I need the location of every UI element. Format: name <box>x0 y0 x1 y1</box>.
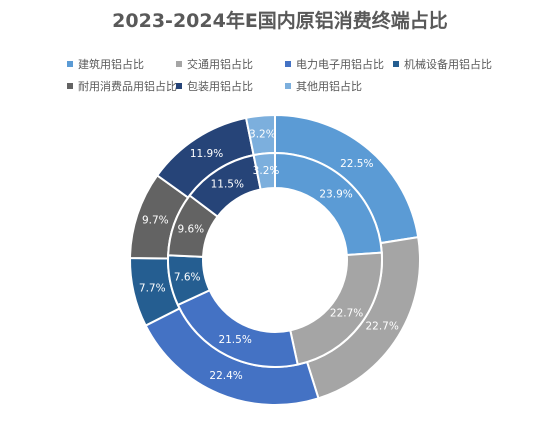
legend-swatch <box>285 83 291 89</box>
legend-item-durable-goods: 耐用消费品用铝占比 <box>67 78 177 94</box>
inner-ring-data-label-6: 3.2% <box>253 165 280 177</box>
legend-label: 交通用铝占比 <box>187 58 253 71</box>
legend: 建筑用铝占比 交通用铝占比 电力电子用铝占比 机械设备用铝占比 耐用消费品用铝占… <box>0 0 560 100</box>
inner-ring-data-label-5: 11.5% <box>211 178 244 190</box>
legend-label: 耐用消费品用铝占比 <box>78 80 177 93</box>
legend-swatch <box>67 61 73 67</box>
legend-label: 电力电子用铝占比 <box>296 58 384 71</box>
inner-ring-slice-6 <box>252 151 276 191</box>
inner-ring-data-label-1: 22.7% <box>330 308 363 320</box>
legend-item-power-electronics: 电力电子用铝占比 <box>285 56 384 72</box>
legend-item-construction: 建筑用铝占比 <box>67 56 144 72</box>
legend-swatch <box>393 61 399 67</box>
legend-label: 包装用铝占比 <box>187 80 253 93</box>
inner-ring-data-label-3: 7.6% <box>174 271 201 283</box>
outer-ring-data-label-5: 11.9% <box>190 148 223 160</box>
legend-label: 机械设备用铝占比 <box>404 58 492 71</box>
outer-ring-data-label-0: 22.5% <box>340 158 373 170</box>
outer-ring-data-label-6: 3.2% <box>249 129 276 141</box>
outer-ring-data-label-1: 22.7% <box>365 320 398 332</box>
legend-item-other: 其他用铝占比 <box>285 78 362 94</box>
legend-swatch <box>67 83 73 89</box>
inner-ring-data-label-0: 23.9% <box>319 189 352 201</box>
legend-label: 其他用铝占比 <box>296 80 362 93</box>
outer-ring-data-label-2: 22.4% <box>209 370 242 382</box>
chart-title: 2023-2024年E国内原铝消费终端占比 <box>112 10 448 32</box>
legend-item-machinery: 机械设备用铝占比 <box>393 56 492 72</box>
legend-swatch <box>176 83 182 89</box>
legend-swatch <box>176 61 182 67</box>
outer-ring-data-label-4: 9.7% <box>142 215 169 227</box>
legend-item-transport: 交通用铝占比 <box>176 56 253 72</box>
outer-ring-data-label-3: 7.7% <box>139 282 166 294</box>
legend-label: 建筑用铝占比 <box>78 58 144 71</box>
legend-item-packaging: 包装用铝占比 <box>176 78 253 94</box>
inner-ring-data-label-2: 21.5% <box>218 334 251 346</box>
legend-swatch <box>285 61 291 67</box>
inner-ring-data-label-4: 9.6% <box>177 224 204 236</box>
